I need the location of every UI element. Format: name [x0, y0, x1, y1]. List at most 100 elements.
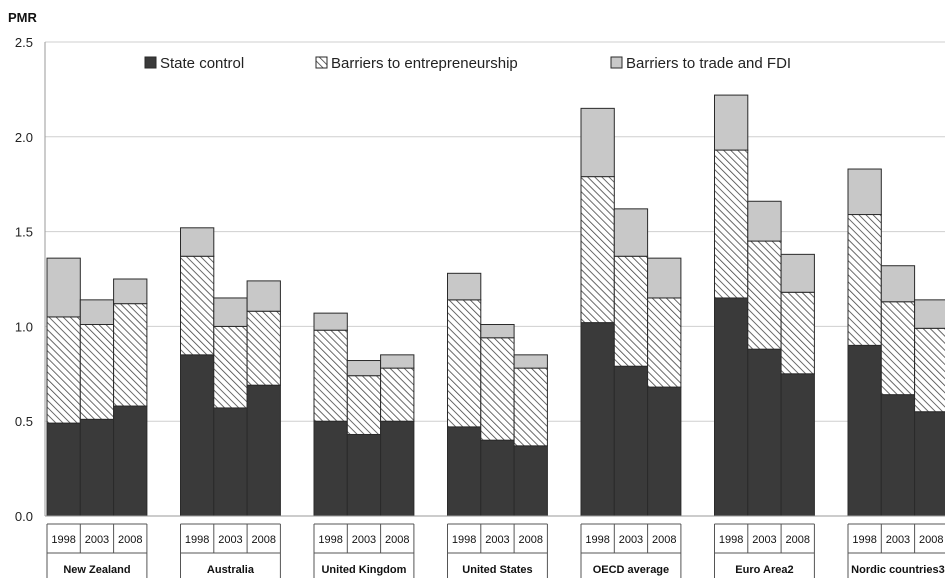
bar-segment-trade-fdi — [847, 168, 882, 216]
bar-segment-entrepreneurship — [313, 329, 348, 422]
group-label: OECD average — [593, 564, 669, 576]
bar-segment-entrepreneurship — [613, 255, 649, 367]
legend-swatch-entrepreneurship — [315, 56, 328, 69]
bar-segment-state-control — [780, 373, 815, 517]
bar-segment-trade-fdi — [213, 297, 248, 327]
bar-segment-entrepreneurship — [346, 375, 382, 435]
bar-segment-trade-fdi — [46, 257, 81, 318]
bar-segment-trade-fdi — [613, 208, 649, 257]
bar-segment-state-control — [246, 384, 281, 517]
bar-segment-state-control — [480, 439, 515, 517]
year-label: 1998 — [185, 534, 209, 546]
bar-segment-trade-fdi — [880, 265, 916, 303]
year-label: 2003 — [218, 534, 242, 546]
bar-segment-state-control — [346, 433, 382, 517]
year-label: 2008 — [385, 534, 409, 546]
bar-segment-entrepreneurship — [46, 316, 81, 424]
bar-segment-state-control — [647, 386, 682, 517]
bars — [46, 94, 945, 517]
bar-segment-state-control — [880, 394, 916, 517]
year-label: 2008 — [118, 534, 142, 546]
bar-segment-trade-fdi — [714, 94, 749, 151]
year-label: 1998 — [51, 534, 75, 546]
bar-segment-state-control — [380, 420, 415, 517]
bar-segment-entrepreneurship — [513, 367, 548, 447]
bar-segment-state-control — [747, 348, 782, 517]
bar-segment-state-control — [180, 354, 215, 517]
legend-label: Barriers to entrepreneurship — [331, 55, 518, 72]
bar-segment-trade-fdi — [747, 200, 782, 242]
year-label: 2008 — [786, 534, 810, 546]
bar-segment-state-control — [79, 418, 115, 517]
bar-segment-trade-fdi — [113, 278, 148, 305]
year-label: 1998 — [318, 534, 342, 546]
bar-segment-trade-fdi — [180, 227, 215, 257]
bar-segment-state-control — [46, 422, 81, 517]
bar-segment-state-control — [113, 405, 148, 517]
year-label: 2003 — [886, 534, 910, 546]
legend-swatch-trade-fdi — [610, 56, 623, 69]
year-label: 1998 — [452, 534, 476, 546]
bar-segment-state-control — [447, 426, 482, 517]
bar-segment-state-control — [580, 322, 615, 517]
bar-segment-entrepreneurship — [880, 301, 916, 396]
bar-segment-entrepreneurship — [847, 214, 882, 346]
legend-label: State control — [160, 55, 244, 72]
y-tick-label: 0.0 — [15, 509, 33, 524]
group-label: Euro Area2 — [735, 564, 793, 576]
group-label: New Zealand — [63, 564, 130, 576]
bar-segment-trade-fdi — [346, 360, 382, 377]
bar-segment-trade-fdi — [246, 280, 281, 312]
year-label: 1998 — [719, 534, 743, 546]
bar-segment-entrepreneurship — [447, 299, 482, 428]
bar-segment-state-control — [914, 411, 945, 517]
bar-segment-entrepreneurship — [780, 291, 815, 375]
y-tick-label: 2.5 — [15, 35, 33, 50]
bar-segment-entrepreneurship — [113, 303, 148, 407]
year-label: 2003 — [619, 534, 643, 546]
bar-segment-entrepreneurship — [213, 325, 248, 409]
bar-segment-state-control — [847, 344, 882, 517]
bar-segment-entrepreneurship — [246, 310, 281, 386]
year-label: 2003 — [352, 534, 376, 546]
bar-segment-trade-fdi — [380, 354, 415, 369]
y-tick-label: 2.0 — [15, 130, 33, 145]
bar-segment-entrepreneurship — [580, 176, 615, 324]
group-label: Nordic countries3 — [851, 564, 945, 576]
year-label: 2008 — [919, 534, 943, 546]
bar-segment-trade-fdi — [313, 312, 348, 331]
bar-segment-entrepreneurship — [747, 240, 782, 350]
bar-segment-entrepreneurship — [480, 337, 515, 441]
bar-segment-entrepreneurship — [180, 255, 215, 356]
bar-segment-state-control — [313, 420, 348, 517]
y-tick-label: 1.5 — [15, 225, 33, 240]
y-tick-label: 1.0 — [15, 319, 33, 334]
group-label: Australia — [207, 564, 255, 576]
year-label: 2003 — [85, 534, 109, 546]
y-axis-title: PMR — [8, 10, 38, 25]
bar-segment-state-control — [714, 297, 749, 517]
bar-segment-trade-fdi — [780, 253, 815, 293]
bar-segment-state-control — [513, 445, 548, 517]
axis-labels: 0.0 0.5 1.0 1.5 2.0 2.5 1998 2003 2008 New Zealan… — [15, 35, 945, 576]
bar-segment-trade-fdi — [447, 272, 482, 301]
year-label: 2003 — [752, 534, 776, 546]
bar-segment-entrepreneurship — [914, 327, 945, 413]
legend-label: Barriers to trade and FDI — [626, 55, 791, 72]
bar-segment-trade-fdi — [914, 299, 945, 329]
bar-segment-entrepreneurship — [79, 324, 115, 420]
bar-segment-entrepreneurship — [380, 367, 415, 422]
bar-segment-trade-fdi — [647, 257, 682, 299]
y-tick-label: 0.5 — [15, 414, 33, 429]
year-label: 2008 — [652, 534, 676, 546]
bar-segment-entrepreneurship — [714, 149, 749, 299]
bar-segment-trade-fdi — [580, 107, 615, 178]
bar-segment-entrepreneurship — [647, 297, 682, 388]
year-label: 1998 — [852, 534, 876, 546]
year-label: 2008 — [519, 534, 543, 546]
bar-segment-trade-fdi — [480, 324, 515, 339]
bar-segment-state-control — [613, 365, 649, 517]
year-label: 1998 — [585, 534, 609, 546]
year-label: 2008 — [252, 534, 276, 546]
